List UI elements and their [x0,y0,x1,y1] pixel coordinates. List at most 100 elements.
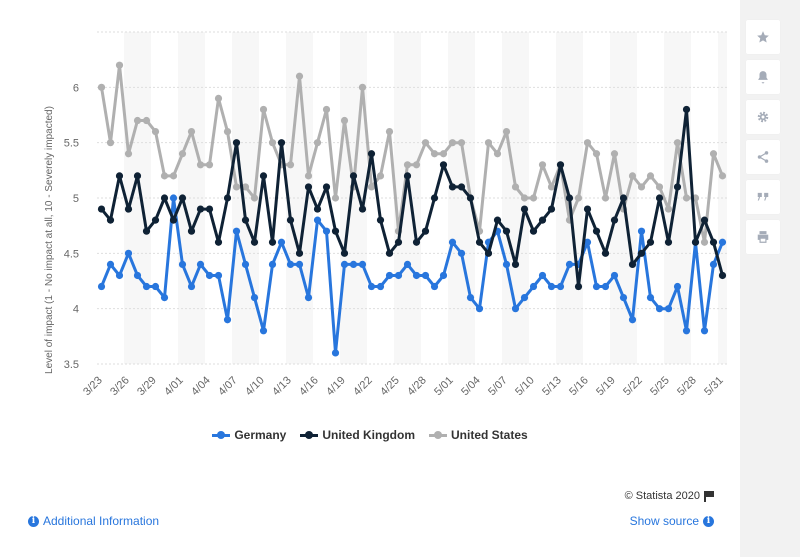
data-point[interactable] [583,205,592,213]
data-point[interactable] [286,260,295,268]
data-point[interactable] [628,260,637,268]
data-point[interactable] [430,150,439,158]
data-point[interactable] [664,305,673,313]
data-point[interactable] [160,172,169,180]
data-point[interactable] [655,194,664,202]
data-point[interactable] [655,305,664,313]
data-point[interactable] [619,294,628,302]
data-point[interactable] [106,216,115,224]
data-point[interactable] [313,139,322,147]
cite-button[interactable] [746,180,780,214]
data-point[interactable] [421,227,430,235]
data-point[interactable] [718,172,727,180]
data-point[interactable] [412,271,421,280]
data-point[interactable] [205,161,214,169]
data-point[interactable] [268,260,277,268]
data-point[interactable] [178,150,187,158]
data-point[interactable] [484,249,493,257]
data-point[interactable] [637,183,646,191]
data-point[interactable] [682,194,691,202]
data-point[interactable] [232,227,241,235]
data-point[interactable] [412,238,421,246]
data-point[interactable] [700,327,709,335]
data-point[interactable] [313,216,322,224]
data-point[interactable] [448,139,457,147]
data-point[interactable] [97,205,106,213]
data-point[interactable] [601,282,610,291]
data-point[interactable] [214,271,223,280]
data-point[interactable] [169,194,178,202]
data-point[interactable] [646,238,655,246]
data-point[interactable] [295,72,304,80]
data-point[interactable] [475,305,484,313]
data-point[interactable] [106,260,115,268]
data-point[interactable] [304,294,313,302]
data-point[interactable] [268,238,277,246]
data-point[interactable] [709,260,718,268]
legend-item-united-states[interactable]: United States [429,428,528,442]
data-point[interactable] [538,161,547,169]
data-point[interactable] [97,83,106,91]
data-point[interactable] [376,216,385,224]
data-point[interactable] [466,294,475,302]
data-point[interactable] [277,139,286,147]
data-point[interactable] [547,282,556,291]
data-point[interactable] [547,205,556,213]
data-point[interactable] [205,205,214,213]
data-point[interactable] [439,161,448,169]
data-point[interactable] [304,172,313,180]
data-point[interactable] [169,216,178,224]
data-point[interactable] [205,271,214,280]
data-point[interactable] [646,172,655,180]
data-point[interactable] [142,227,151,235]
data-point[interactable] [664,238,673,246]
data-point[interactable] [520,194,529,202]
data-point[interactable] [439,271,448,280]
data-point[interactable] [277,238,286,246]
data-point[interactable] [439,150,448,158]
share-button[interactable] [746,140,780,174]
data-point[interactable] [664,205,673,213]
data-point[interactable] [349,172,358,180]
data-point[interactable] [286,216,295,224]
data-point[interactable] [610,216,619,224]
data-point[interactable] [700,216,709,224]
data-point[interactable] [196,260,205,268]
data-point[interactable] [133,172,142,180]
data-point[interactable] [574,282,583,291]
data-point[interactable] [718,238,727,246]
data-point[interactable] [466,194,475,202]
data-point[interactable] [403,260,412,268]
data-point[interactable] [241,183,250,191]
data-point[interactable] [556,282,565,291]
data-point[interactable] [565,260,574,268]
data-point[interactable] [574,194,583,202]
flag-icon[interactable] [704,491,714,502]
data-point[interactable] [394,271,403,280]
data-point[interactable] [286,161,295,169]
data-point[interactable] [673,282,682,291]
data-point[interactable] [142,116,151,125]
data-point[interactable] [223,128,232,136]
data-point[interactable] [637,227,646,235]
data-point[interactable] [556,161,565,169]
data-point[interactable] [421,271,430,280]
legend-item-germany[interactable]: Germany [212,428,286,442]
data-point[interactable] [340,249,349,257]
data-point[interactable] [214,238,223,246]
data-point[interactable] [250,238,259,246]
data-point[interactable] [367,282,376,291]
data-point[interactable] [511,183,520,191]
data-point[interactable] [115,61,124,69]
data-point[interactable] [358,260,367,268]
data-point[interactable] [475,238,484,246]
show-source-link[interactable]: Show source i [630,514,714,528]
data-point[interactable] [430,194,439,202]
data-point[interactable] [628,316,637,324]
data-point[interactable] [583,139,592,147]
data-point[interactable] [358,83,367,91]
data-point[interactable] [349,260,358,268]
data-point[interactable] [115,271,124,280]
data-point[interactable] [385,128,394,136]
data-point[interactable] [718,271,727,280]
